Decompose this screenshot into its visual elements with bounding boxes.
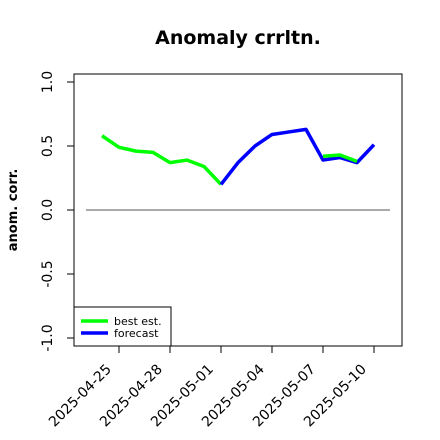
chart-title: Anomaly crrltn. [155,27,321,49]
series-line-best-est- [101,134,223,186]
y-tick-label: 0.5 [40,135,56,157]
y-tick-label: 1.0 [40,71,56,93]
legend-label: forecast [114,327,159,340]
y-tick-label: -1.0 [40,324,56,351]
y-axis-label: anom. corr. [6,169,21,252]
legend-label: best est. [114,315,162,328]
series-group [101,127,376,186]
y-tick-label: -0.5 [40,260,56,287]
series-line-segment [322,153,358,163]
legend-box [73,306,172,347]
legend: best est.forecast [73,306,172,347]
series-line-forecast [219,127,376,186]
y-tick-label: 0.0 [40,199,56,221]
x-axis: 2025-04-252025-04-282025-05-012025-05-04… [46,346,375,430]
y-axis: -1.0 -0.5 0.0 0.5 1.0 [40,71,74,352]
